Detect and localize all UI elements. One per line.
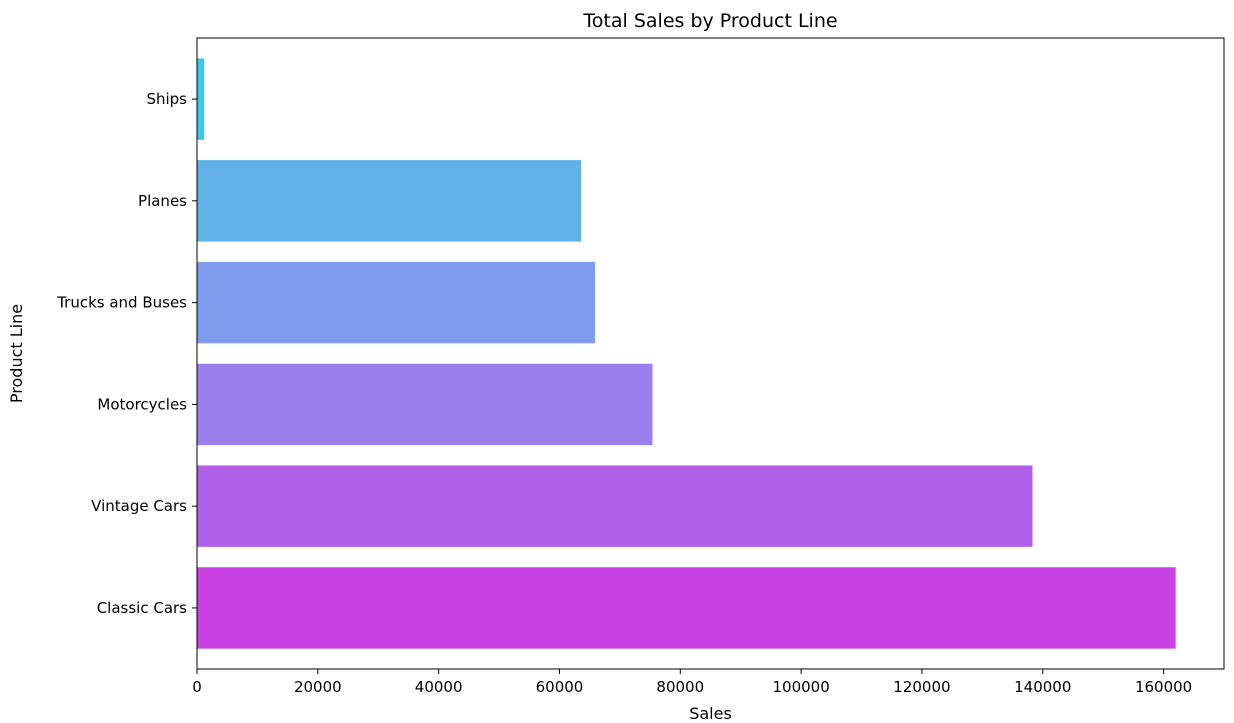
y-tick-label-vintage-cars: Vintage Cars — [91, 497, 187, 515]
x-axis-label: Sales — [689, 704, 732, 723]
y-axis-ticks: Classic Cars Vintage Cars Motorcycles Truck… — [56, 90, 197, 617]
x-tick-label: 20000 — [294, 678, 342, 696]
bar-motorcycles — [197, 363, 653, 446]
x-tick-label: 140000 — [1014, 678, 1071, 696]
y-axis-label: Product Line — [7, 304, 26, 403]
x-tick-label: 120000 — [893, 678, 950, 696]
bars-group — [197, 58, 1176, 649]
x-tick-label: 60000 — [536, 678, 584, 696]
x-tick-label: 0 — [192, 678, 202, 696]
y-tick-label-planes: Planes — [138, 192, 187, 210]
bar-trucks-and-buses — [197, 261, 596, 344]
y-tick-label-ships: Ships — [146, 90, 187, 108]
bar-ships — [197, 58, 205, 140]
chart-title: Total Sales by Product Line — [582, 10, 837, 32]
y-tick-label-trucks-and-buses: Trucks and Buses — [56, 294, 187, 312]
x-tick-label: 40000 — [415, 678, 463, 696]
plot-frame — [196, 37, 1225, 670]
bar-classic-cars — [197, 567, 1176, 649]
x-tick-label: 100000 — [772, 678, 829, 696]
x-tick-label: 160000 — [1135, 678, 1192, 696]
y-tick-label-classic-cars: Classic Cars — [97, 599, 187, 617]
x-axis-ticks: 0 20000 40000 60000 80000 100000 120000 140000 1… — [192, 669, 1192, 696]
bar-vintage-cars — [197, 465, 1033, 547]
x-tick-label: 80000 — [656, 678, 704, 696]
y-tick-label-motorcycles: Motorcycles — [97, 395, 187, 413]
bar-planes — [197, 160, 582, 242]
